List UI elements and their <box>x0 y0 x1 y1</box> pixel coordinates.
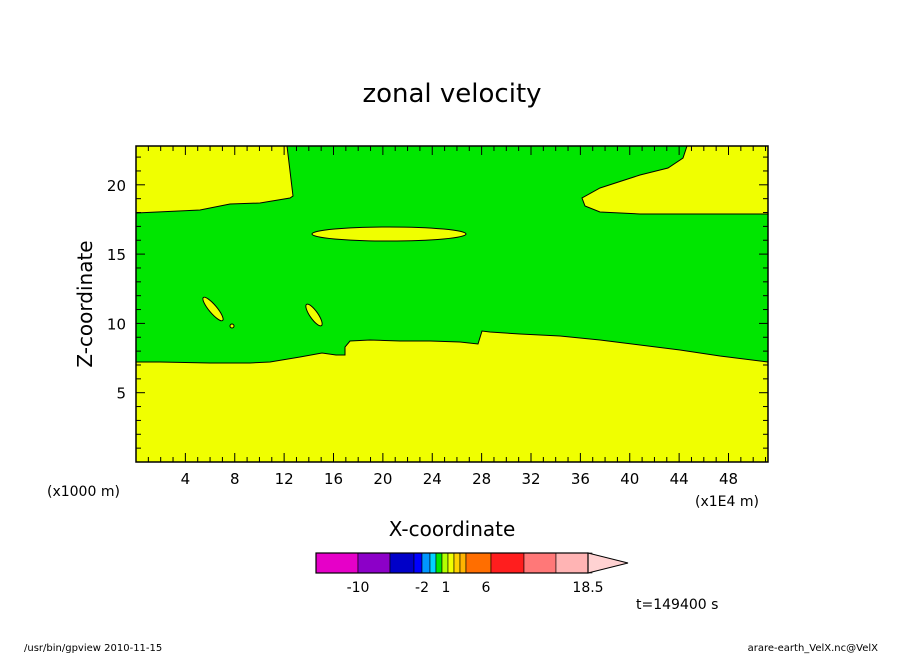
colorbar-swatch <box>555 552 593 574</box>
x-tick-label: 4 <box>181 470 191 488</box>
colorbar-swatch <box>523 552 557 574</box>
yellow-blob-left <box>202 296 224 322</box>
colorbar-label: -10 <box>347 580 370 596</box>
x-tick-label: 16 <box>324 470 343 488</box>
colorbar-label: 1 <box>442 580 451 596</box>
x-tick-label: 8 <box>230 470 240 488</box>
colorbar-swatch <box>413 552 423 574</box>
colorbar-frame <box>315 552 589 574</box>
x-tick-label: 44 <box>670 470 689 488</box>
colorbar-label: -2 <box>415 580 429 596</box>
x-tick-label: 28 <box>472 470 491 488</box>
x-tick-label: 24 <box>423 470 442 488</box>
colorbar-swatch <box>357 552 391 574</box>
colorbar-swatch <box>441 552 449 574</box>
x-tick-label: 32 <box>521 470 540 488</box>
colorbar-swatch <box>429 552 437 574</box>
colorbar <box>315 552 593 574</box>
colorbar-swatch <box>453 552 461 574</box>
yellow-ellipse <box>311 226 467 242</box>
x-tick-label: 20 <box>373 470 392 488</box>
colorbar-labels: -10 -2 1 6 18.5 <box>347 580 604 596</box>
y-tick-label: 10 <box>107 315 126 333</box>
footer-left: /usr/bin/gpview 2010-11-15 <box>24 643 162 654</box>
y-axis-label: Z-coordinate <box>73 240 97 367</box>
colorbar-swatch <box>465 552 492 574</box>
y-tick-label: 5 <box>116 385 126 403</box>
colorbar-swatch <box>435 552 443 574</box>
y-tick-label: 20 <box>107 177 126 195</box>
time-label: t=149400 s <box>636 597 718 613</box>
colorbar-swatch <box>389 552 415 574</box>
yellow-blob-small <box>229 323 235 329</box>
colorbar-swatch <box>490 552 525 574</box>
colorbar-label: 6 <box>482 580 491 596</box>
footer-right: arare-earth_VelX.nc@VelX <box>748 643 879 654</box>
yellow-blob-mid <box>305 303 323 327</box>
x-tick-label: 40 <box>620 470 639 488</box>
tick-marks <box>136 146 768 462</box>
green-band-region <box>136 146 768 364</box>
x-unit-left: (x1000 m) <box>47 484 120 500</box>
plot-frame <box>135 145 769 463</box>
colorbar-swatch <box>315 552 359 574</box>
x-tick-label: 36 <box>571 470 590 488</box>
x-tick-label: 12 <box>275 470 294 488</box>
colorbar-swatch <box>421 552 431 574</box>
colorbar-arrow <box>587 552 629 574</box>
x-unit-right: (x1E4 m) <box>695 494 759 510</box>
y-tick-label: 15 <box>107 246 126 264</box>
x-tick-label: 48 <box>719 470 738 488</box>
chart-title: zonal velocity <box>362 79 541 109</box>
colorbar-swatch <box>459 552 467 574</box>
colorbar-label: 18.5 <box>572 580 603 596</box>
colorbar-swatch <box>447 552 455 574</box>
x-axis-label: X-coordinate <box>389 517 516 541</box>
